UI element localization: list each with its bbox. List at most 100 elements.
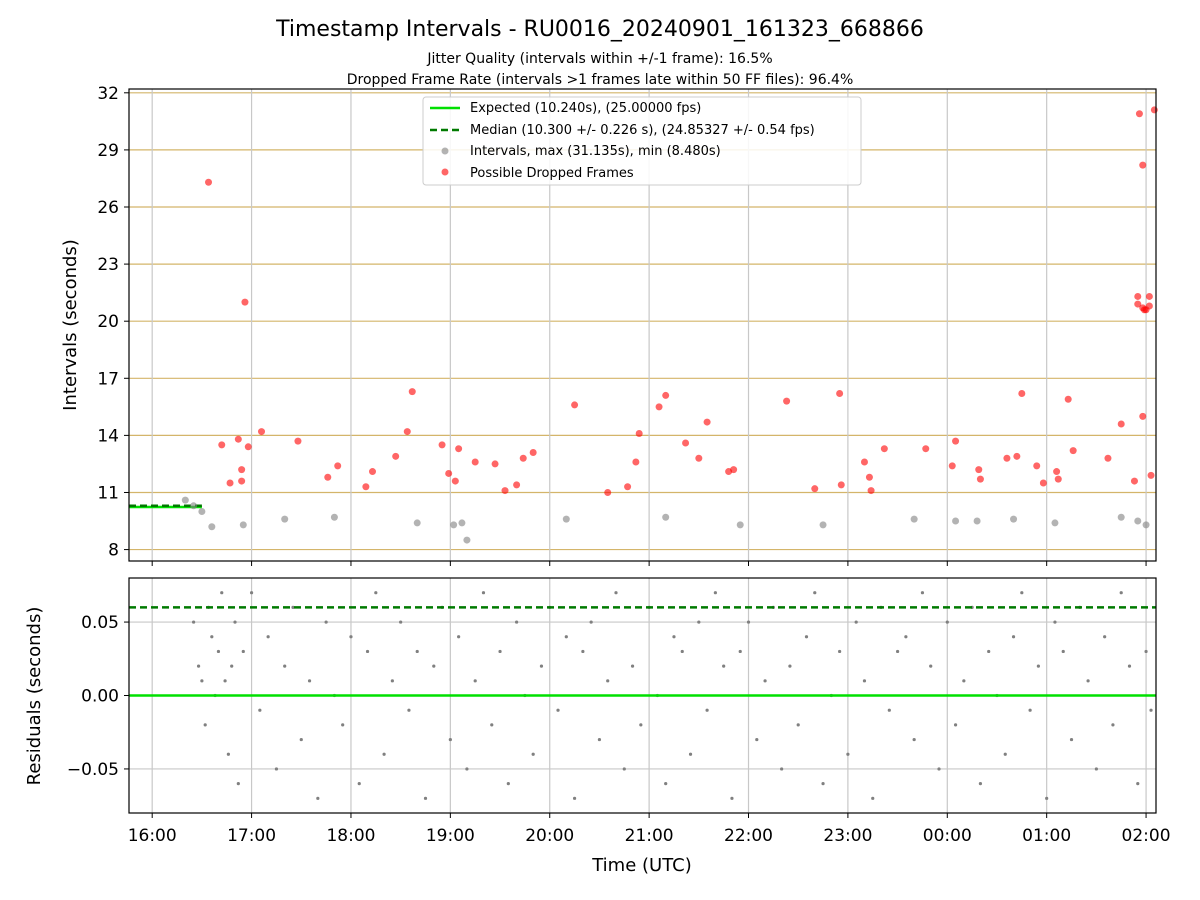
dropped-frame-point <box>571 401 579 409</box>
legend-dropped-label: Possible Dropped Frames <box>470 166 634 181</box>
residual-point <box>399 620 403 624</box>
residual-point <box>1144 649 1148 654</box>
interval-point <box>1142 521 1150 529</box>
x-tick-label: 20:00 <box>525 826 574 846</box>
dropped-frame-point <box>880 445 888 453</box>
residual-point <box>688 752 693 756</box>
dropped-frame-point <box>1147 471 1155 479</box>
residual-point <box>821 782 825 786</box>
dropped-frame-point <box>455 445 463 453</box>
interval-point <box>1134 517 1142 525</box>
residual-point <box>236 782 240 786</box>
residual-point <box>223 679 227 683</box>
residual-point <box>481 591 486 595</box>
dropped-frame-point <box>635 429 643 437</box>
x-tick-label: 18:00 <box>326 826 375 846</box>
residual-point <box>1086 679 1090 683</box>
interval-point <box>736 521 744 529</box>
x-tick-label: 00:00 <box>923 826 972 846</box>
intervals-y-tick-label: 26 <box>97 198 119 218</box>
legend-dropped-swatch <box>441 168 449 176</box>
residual-point <box>572 796 577 800</box>
residual-point <box>606 679 610 683</box>
dropped-frame-point <box>1134 300 1142 308</box>
residual-point <box>196 664 201 668</box>
dropped-frame-point <box>1117 420 1125 428</box>
dropped-frame-point <box>1134 292 1142 300</box>
residuals-y-axis-label: Residuals (seconds) <box>24 607 45 786</box>
residual-point <box>249 591 254 595</box>
residual-point <box>1111 723 1115 727</box>
residual-point <box>432 664 436 668</box>
figure-subtitle-jitter: Jitter Quality (intervals within +/-1 fr… <box>426 51 772 67</box>
residual-point <box>639 723 643 727</box>
residual-point <box>490 723 494 727</box>
dropped-frame-point <box>238 477 246 485</box>
legend-intervals-label: Intervals, max (31.135s), min (8.480s) <box>470 144 721 159</box>
residual-point <box>241 649 245 654</box>
residuals-reference-lines <box>129 606 1156 697</box>
dropped-frame-point <box>294 437 302 445</box>
interval-point <box>181 496 189 504</box>
residual-point <box>506 782 510 786</box>
dropped-frame-point <box>258 428 266 436</box>
dropped-frame-point <box>976 475 984 483</box>
dropped-frame-point <box>1003 454 1011 462</box>
dropped-frame-point <box>860 458 868 466</box>
dropped-frame-point <box>662 391 670 399</box>
residual-point <box>515 620 519 624</box>
dropped-frame-point <box>1069 447 1077 455</box>
intervals-y-axis-label: Intervals (seconds) <box>60 239 81 411</box>
residual-point <box>539 664 544 668</box>
intervals-y-tick-label: 8 <box>108 541 119 561</box>
residual-point <box>457 635 461 639</box>
residual-point <box>705 708 709 712</box>
dropped-frame-point <box>1039 479 1047 487</box>
residual-point <box>233 620 237 624</box>
residual-point <box>804 635 809 639</box>
dropped-frame-point <box>362 483 370 491</box>
residual-point <box>929 664 933 668</box>
intervals-x-gridlines <box>151 89 1147 561</box>
dropped-frame-point <box>451 477 459 485</box>
residual-point <box>672 635 676 639</box>
residual-point <box>473 679 477 683</box>
dropped-frame-point <box>1139 161 1147 169</box>
x-tick-label: 21:00 <box>625 826 674 846</box>
residuals-x-ticks: 16:00 17:00 18:00 19:00 20:00 21:00 22:00 23:00… <box>128 813 1171 846</box>
legend-frame <box>422 96 862 186</box>
residual-point <box>713 591 717 595</box>
interval-point <box>973 517 981 525</box>
residual-point <box>230 664 234 668</box>
residual-point <box>763 679 767 683</box>
dropped-frame-point <box>1053 468 1061 476</box>
residual-point <box>266 635 270 639</box>
dropped-frame-point <box>244 443 252 451</box>
residual-point <box>1036 664 1040 668</box>
residual-point <box>622 767 626 771</box>
residual-point <box>680 649 684 654</box>
residual-point <box>324 620 328 624</box>
residual-point <box>589 620 593 624</box>
residual-point <box>746 620 751 624</box>
dropped-frame-point <box>695 454 703 462</box>
x-tick-label: 22:00 <box>724 826 773 846</box>
residual-point <box>498 649 502 654</box>
dropped-frame-point <box>471 458 479 466</box>
residual-point <box>564 635 568 639</box>
x-tick-label: 02:00 <box>1122 826 1171 846</box>
residual-point <box>796 723 800 727</box>
dropped-frame-point <box>226 479 234 487</box>
residual-point <box>871 796 875 800</box>
dropped-frame-point <box>655 403 663 411</box>
dropped-frame-point <box>975 466 983 474</box>
dropped-frame-point <box>408 388 416 396</box>
dropped-frame-point <box>836 390 844 398</box>
dropped-frame-point <box>392 452 400 460</box>
residual-point <box>382 752 386 756</box>
interval-point <box>910 515 918 523</box>
interval-point <box>450 521 458 529</box>
x-tick-label: 23:00 <box>823 826 872 846</box>
dropped-frame-point <box>445 469 453 477</box>
residual-point <box>862 679 867 683</box>
